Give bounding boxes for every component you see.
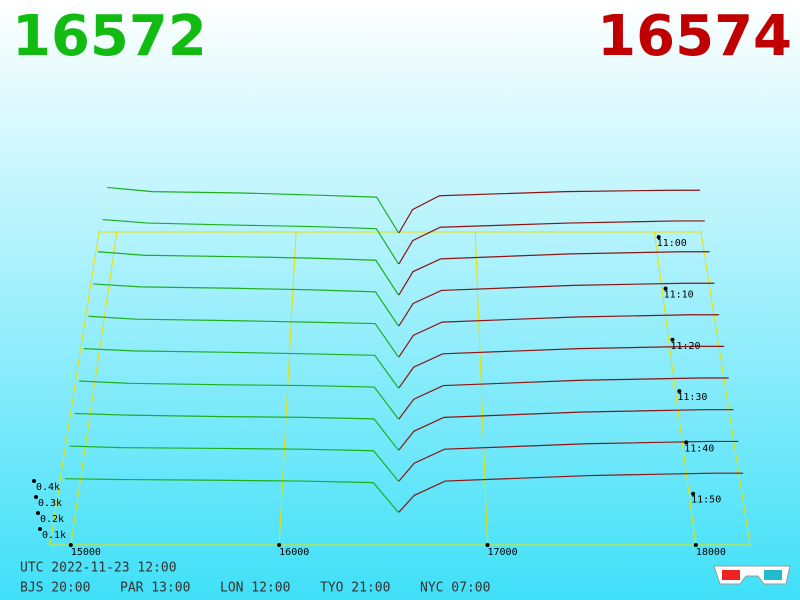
floor bbox=[49, 231, 751, 546]
bid-price: 16572 bbox=[12, 4, 207, 69]
time-zone: BJS 20:00 bbox=[20, 581, 90, 596]
ask-depth-line bbox=[398, 345, 724, 389]
x-tick-label: 18000 bbox=[696, 547, 726, 558]
time-zones: BJS 20:00 PAR 13:00 LON 12:00 TYO 21:00 NYC … bbox=[20, 581, 490, 596]
y-tick-label: 0.4k bbox=[36, 482, 60, 493]
time-tick bbox=[670, 337, 675, 342]
ask-depth-line bbox=[398, 220, 705, 265]
grid-line bbox=[474, 231, 488, 546]
time-tick bbox=[656, 235, 661, 240]
plot: 15000 16000 17000 18000 11:00 11:10 11:20 11:30… bbox=[32, 186, 751, 558]
3d-glasses-icon[interactable] bbox=[713, 565, 791, 585]
time-zone: NYC 07:00 bbox=[420, 581, 490, 596]
y-tick bbox=[32, 479, 36, 483]
grid-line bbox=[70, 231, 118, 546]
time-tick-label: 11:40 bbox=[684, 443, 714, 454]
time-zone: PAR 13:00 bbox=[120, 581, 190, 596]
time-zone: LON 12:00 bbox=[220, 581, 290, 596]
utc-time: UTC 2022-11-23 12:00 bbox=[20, 561, 177, 576]
y-tick bbox=[34, 495, 38, 499]
ask-depth-line bbox=[398, 282, 715, 327]
bid-depth-line bbox=[97, 251, 400, 296]
bid-depth-line bbox=[102, 218, 400, 265]
tick-mark bbox=[485, 543, 490, 547]
bid-depth-line bbox=[83, 348, 399, 389]
time-zone: TYO 21:00 bbox=[320, 581, 390, 596]
time-tick bbox=[684, 440, 689, 445]
ask-depth-line bbox=[398, 409, 734, 451]
time-tick bbox=[663, 286, 668, 291]
ask-depth-line bbox=[398, 440, 739, 482]
x-tick-label: 17000 bbox=[488, 547, 518, 558]
x-tick-label: 16000 bbox=[279, 547, 309, 558]
time-tick-label: 11:20 bbox=[670, 341, 700, 352]
ask-depth-line bbox=[398, 251, 710, 296]
bid-depth-line bbox=[93, 283, 399, 327]
y-tick-label: 0.3k bbox=[38, 498, 62, 509]
ask-depth-line bbox=[398, 314, 720, 358]
time-tick-label: 11:30 bbox=[677, 392, 707, 403]
bid-depth-line bbox=[79, 380, 399, 420]
y-tick bbox=[38, 527, 42, 531]
bid-depth-line bbox=[107, 186, 400, 234]
y-tick bbox=[36, 511, 40, 515]
y-tick-label: 0.2k bbox=[40, 514, 64, 525]
tick-mark bbox=[693, 543, 698, 547]
time-tick-label: 11:50 bbox=[691, 495, 721, 506]
ask-depth-line bbox=[398, 472, 744, 513]
time-tick bbox=[677, 389, 682, 394]
x-tick-label: 15000 bbox=[71, 547, 101, 558]
y-tick-label: 0.1k bbox=[42, 530, 66, 541]
ask-depth-line bbox=[398, 189, 701, 234]
tick-mark bbox=[68, 543, 73, 547]
time-tick-label: 11:10 bbox=[664, 289, 694, 300]
ask-price: 16574 bbox=[597, 4, 792, 69]
bid-depth-line bbox=[65, 478, 399, 513]
bid-depth-line bbox=[69, 445, 399, 482]
bid-depth-line bbox=[74, 412, 399, 451]
ask-depth-line bbox=[398, 377, 729, 420]
bid-depth-line bbox=[88, 315, 399, 358]
tick-mark bbox=[277, 543, 282, 547]
time-tick bbox=[691, 491, 696, 496]
grid-line bbox=[278, 231, 297, 546]
time-tick-label: 11:00 bbox=[657, 238, 687, 249]
